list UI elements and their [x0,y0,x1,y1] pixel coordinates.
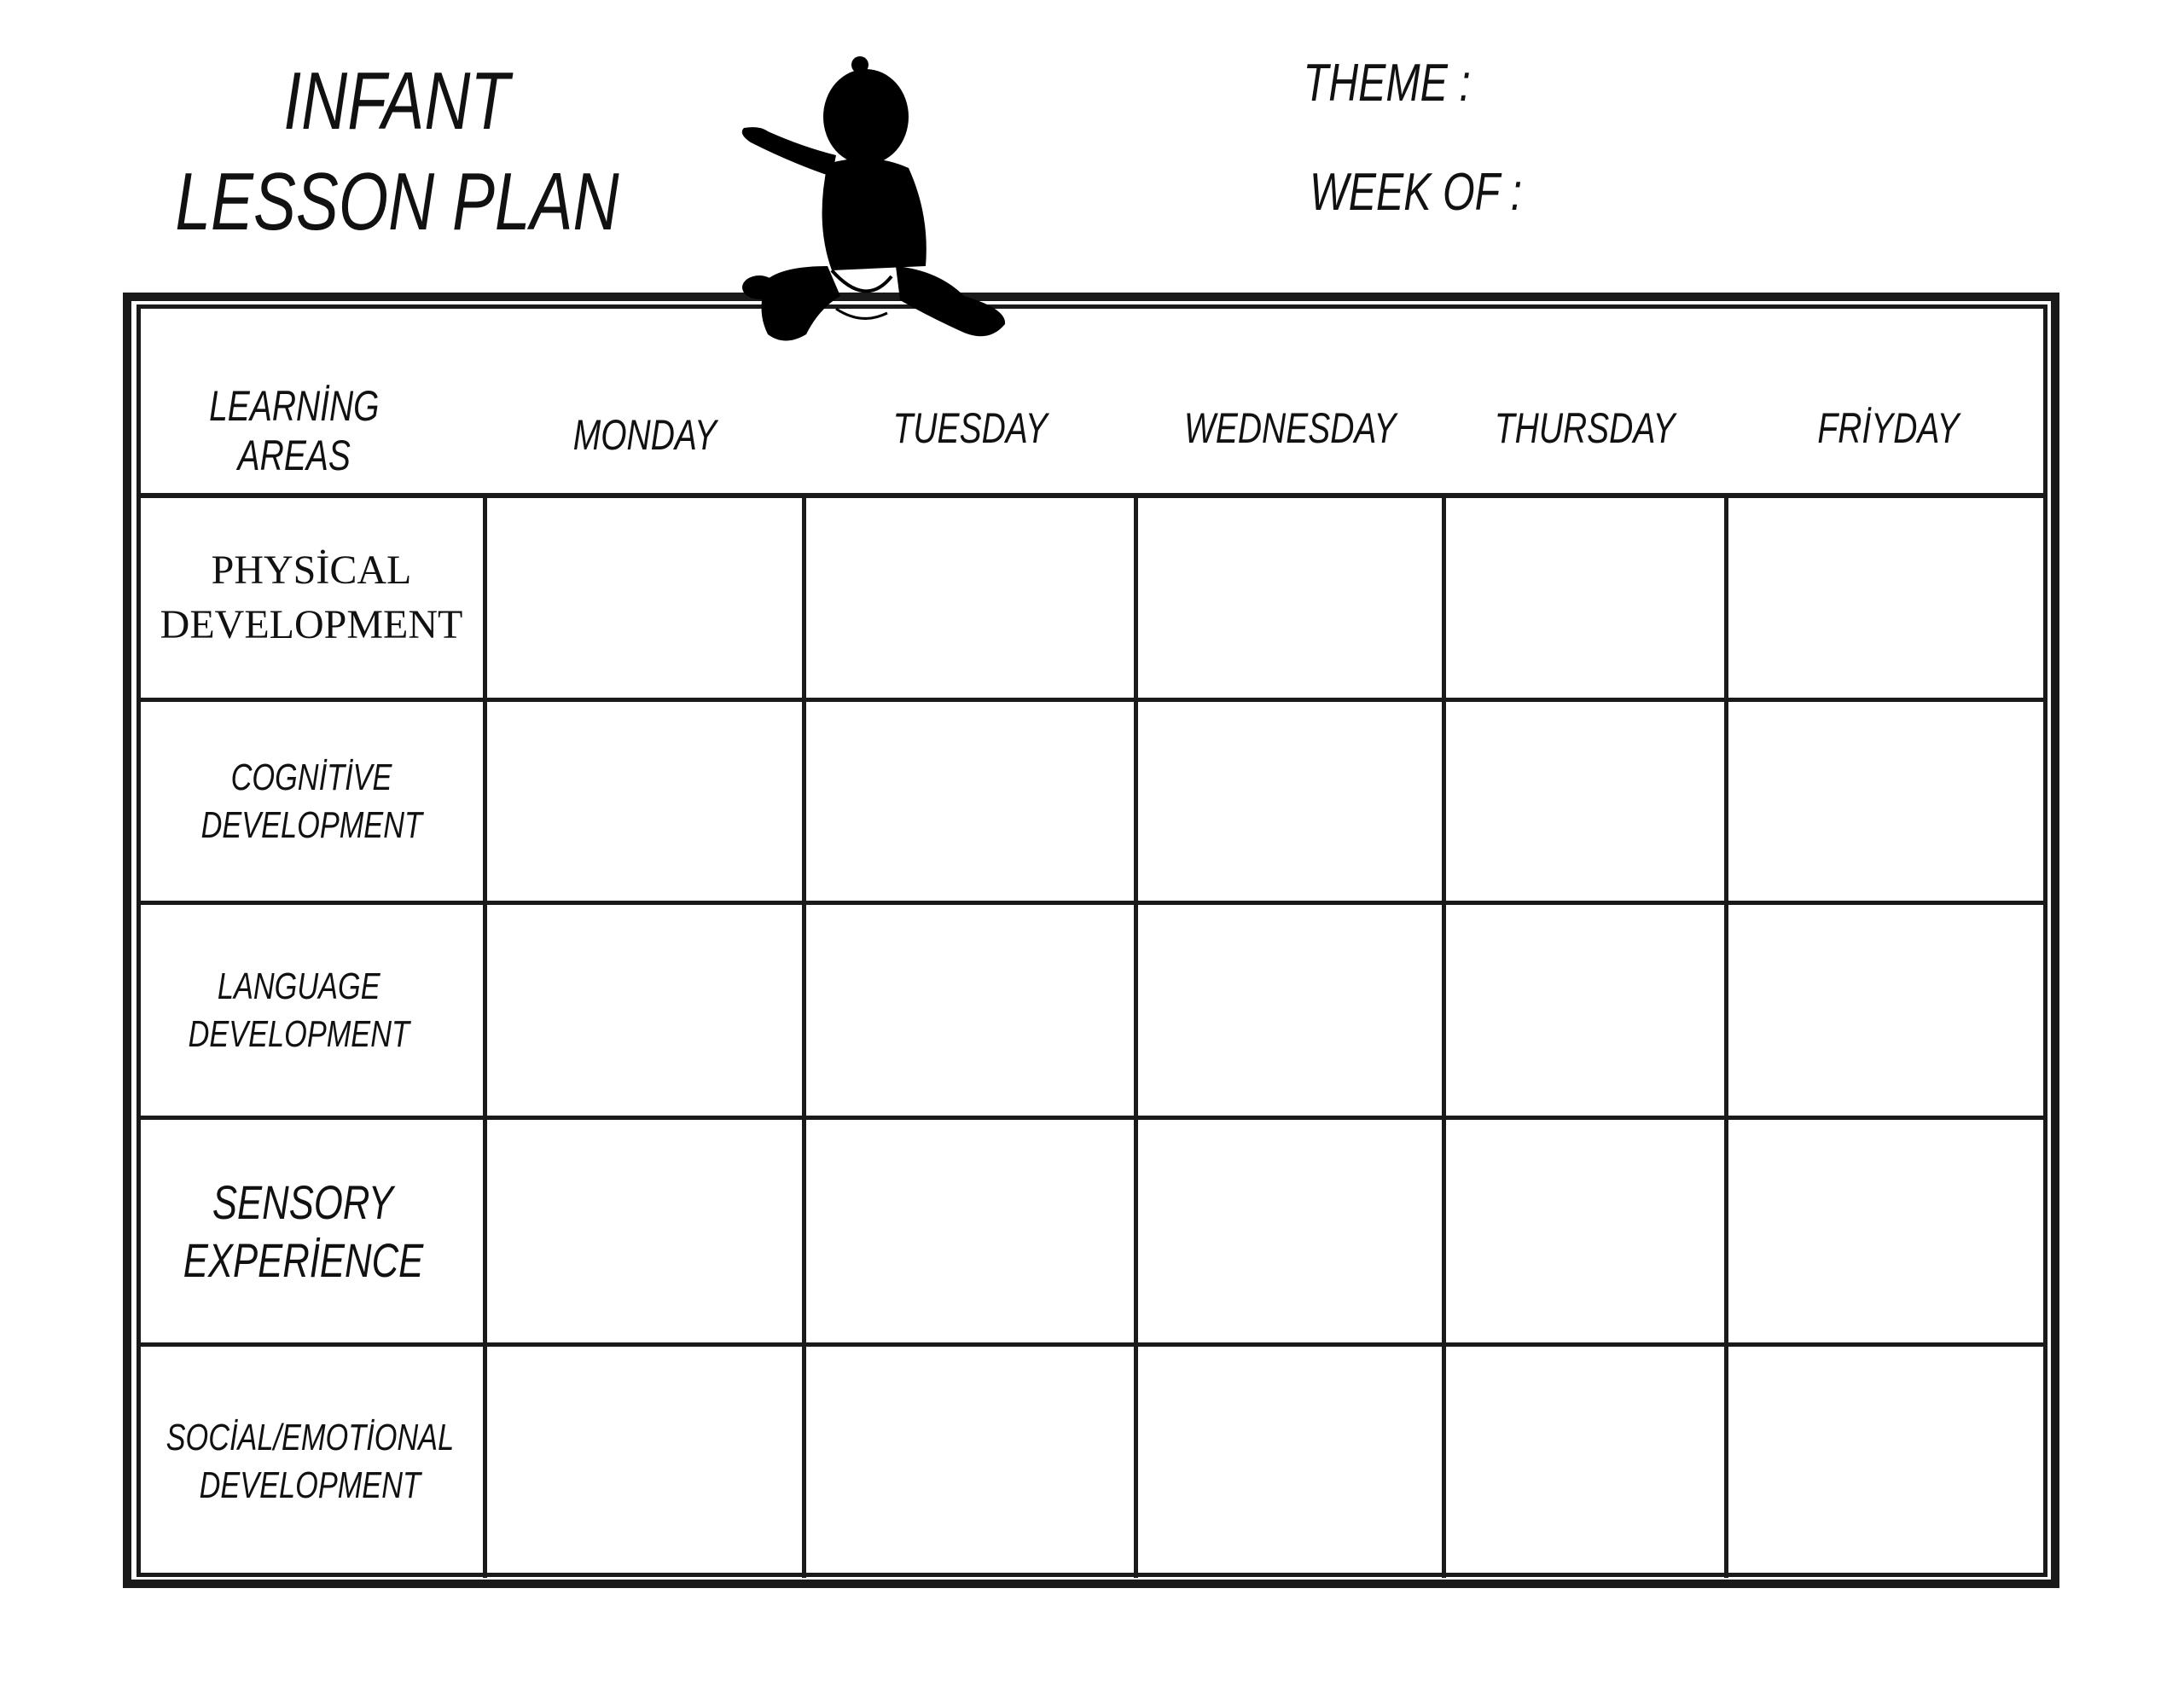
day-header-friday: FRİYDAY [1728,394,2048,462]
day-label: MONDAY [572,411,717,459]
area-label: SENSORY [212,1174,393,1229]
corner-header-line-1: LEARNİNG [209,382,380,430]
column-divider [1134,495,1138,1578]
area-physical: PHYSİCAL DEVELOPMENT [141,498,482,698]
area-label: DEVELOPMENT [188,1012,410,1055]
week-of-field[interactable]: WEEK OF : [1280,162,1552,223]
week-of-label: WEEK OF : [1310,163,1523,222]
corner-header: LEARNİNG AREAS [154,367,435,495]
row-divider [136,1342,2048,1347]
area-label: LANGUAGE [217,965,380,1007]
column-divider [1442,495,1446,1578]
area-sensory: SENSORY EXPERİENCE [128,1120,478,1342]
table-inner-border [136,304,2048,1577]
area-social-emotional: SOCİAL/EMOTİONAL DEVELOPMENT [136,1347,483,1577]
area-label: DEVELOPMENT [199,1464,421,1506]
page-title: INFANT LESSON PLAN [102,51,691,252]
area-label: SOCİAL/EMOTİONAL [166,1417,454,1458]
row-divider [136,901,2048,905]
column-divider [483,495,487,1578]
theme-label: THEME : [1303,54,1471,113]
day-label: FRİYDAY [1816,404,1960,452]
header-divider [136,493,2048,498]
title-line-2: LESSON PLAN [174,156,619,247]
area-cognitive: COGNİTİVE DEVELOPMENT [141,702,482,901]
table-outer-border [123,293,2059,1588]
theme-field[interactable]: THEME : [1280,53,1494,113]
day-label: WEDNESDAY [1183,404,1397,452]
corner-header-line-2: AREAS [237,432,351,479]
day-header-thursday: THURSDAY [1446,394,1724,462]
area-label: PHYSİCAL [211,548,412,593]
day-label: TUESDAY [892,404,1048,452]
day-header-monday: MONDAY [487,401,802,469]
column-divider [1724,495,1728,1578]
baby-silhouette-icon [741,56,1006,341]
row-divider [136,698,2048,702]
area-label: COGNİTİVE [230,756,392,798]
column-divider [802,495,806,1578]
day-header-tuesday: TUESDAY [806,394,1134,462]
day-label: THURSDAY [1495,404,1676,452]
area-label: DEVELOPMENT [160,602,463,647]
day-header-wednesday: WEDNESDAY [1138,394,1442,462]
area-language: LANGUAGE DEVELOPMENT [128,905,469,1116]
title-line-1: INFANT [283,55,510,147]
area-label: DEVELOPMENT [200,803,422,846]
row-divider [136,1116,2048,1120]
area-label: EXPERİENCE [183,1232,423,1287]
